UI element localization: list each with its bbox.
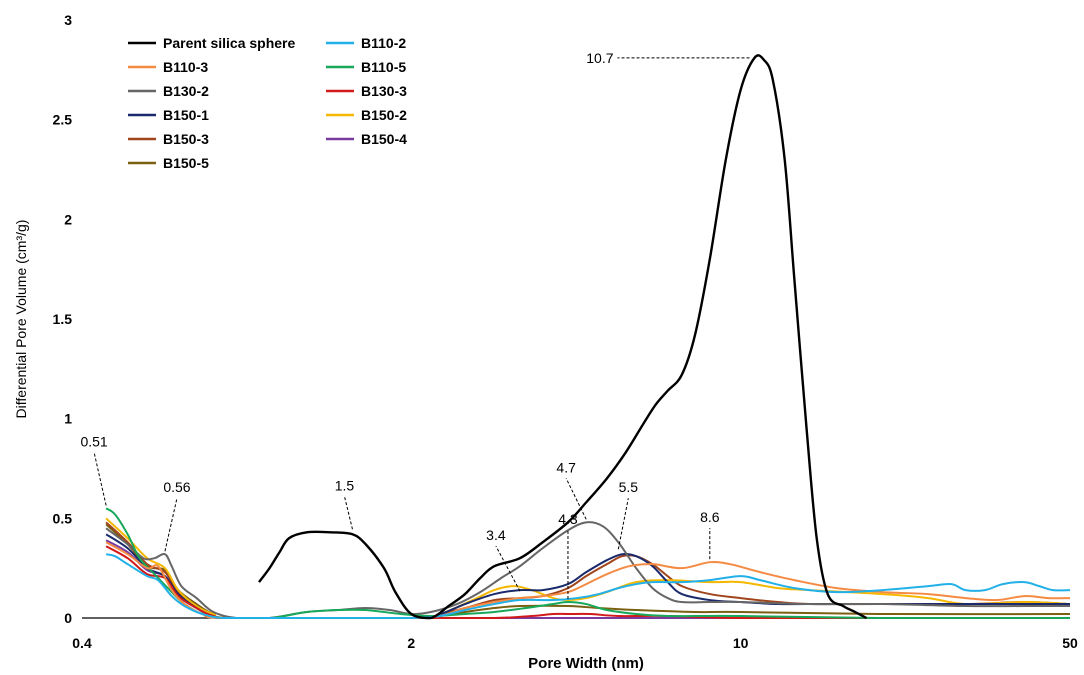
series-line-b130-3 xyxy=(105,545,1070,620)
series-lines xyxy=(105,54,1071,620)
legend-label: B150-2 xyxy=(361,107,407,123)
annotation-leader xyxy=(164,498,178,552)
annotation-leader xyxy=(93,452,107,506)
x-tick-label: 10 xyxy=(733,635,749,651)
series-line-b110-5 xyxy=(105,507,1070,620)
annotation-leader xyxy=(617,498,629,550)
y-tick-label: 2.5 xyxy=(53,112,73,128)
legend-label: Parent silica sphere xyxy=(163,35,296,51)
x-axis-title: Pore Width (nm) xyxy=(528,655,644,672)
y-axis-title: Differential Pore Volume (cm³/g) xyxy=(13,220,29,419)
series-line-b150-2 xyxy=(105,517,1071,620)
legend-label: B130-2 xyxy=(163,83,209,99)
annotation-leader xyxy=(565,478,587,520)
annotation-label: 10.7 xyxy=(586,50,613,66)
annotation-leader xyxy=(343,496,353,530)
x-tick-label: 0.4 xyxy=(72,635,92,651)
annotation-label: 3.4 xyxy=(486,527,506,543)
legend-label: B150-4 xyxy=(361,131,407,147)
y-tick-label: 1 xyxy=(64,411,72,427)
series-line-b110-2 xyxy=(105,553,1071,620)
y-tick-label: 2 xyxy=(64,211,72,227)
x-tick-label: 50 xyxy=(1062,635,1078,651)
x-tick-label: 2 xyxy=(407,635,415,651)
legend: Parent silica sphere B110-2 B110-3 B110-5 B1… xyxy=(128,35,407,171)
series-line-parent-silica-sphere xyxy=(258,54,868,620)
y-tick-label: 0.5 xyxy=(53,510,73,526)
annotation-label: 1.5 xyxy=(335,477,355,493)
legend-label: B110-2 xyxy=(361,35,406,51)
annotation-label: 4.3 xyxy=(558,511,578,527)
y-tick-label: 1.5 xyxy=(53,311,73,327)
legend-label: B150-1 xyxy=(163,107,209,123)
annotation-leader xyxy=(495,545,521,592)
legend-label: B110-5 xyxy=(361,59,406,75)
annotation-label: 8.6 xyxy=(700,509,720,525)
annotation-label: 4.7 xyxy=(556,459,576,475)
series-line-b130-2 xyxy=(105,521,1071,619)
legend-label: B150-5 xyxy=(163,155,209,171)
annotations: 0.51 0.56 1.5 3.4 4.3 4.7 5.5 8.6 10.7 xyxy=(80,50,750,600)
y-tick-label: 3 xyxy=(64,12,72,28)
legend-label: B150-3 xyxy=(163,131,209,147)
y-tick-label: 0 xyxy=(64,610,72,626)
annotation-label: 0.56 xyxy=(163,479,190,495)
legend-label: B130-3 xyxy=(361,83,407,99)
annotation-label: 5.5 xyxy=(619,479,639,495)
legend-label: B110-3 xyxy=(163,59,208,75)
annotation-label: 0.51 xyxy=(80,433,107,449)
